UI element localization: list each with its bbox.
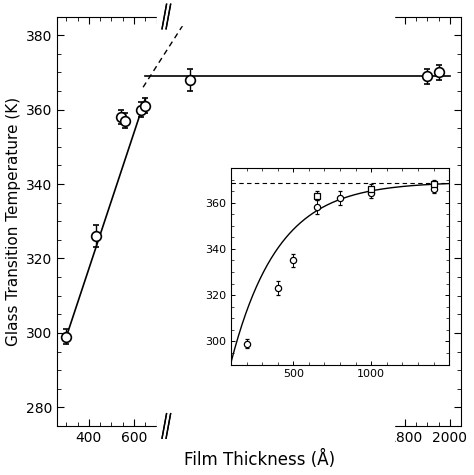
Bar — [164, 4, 168, 27]
Bar — [156, 4, 393, 25]
Bar — [156, 418, 393, 442]
Bar — [164, 418, 168, 440]
Y-axis label: Glass Transition Temperature (K): Glass Transition Temperature (K) — [6, 97, 20, 346]
X-axis label: Film Thickness (Å): Film Thickness (Å) — [184, 450, 335, 469]
